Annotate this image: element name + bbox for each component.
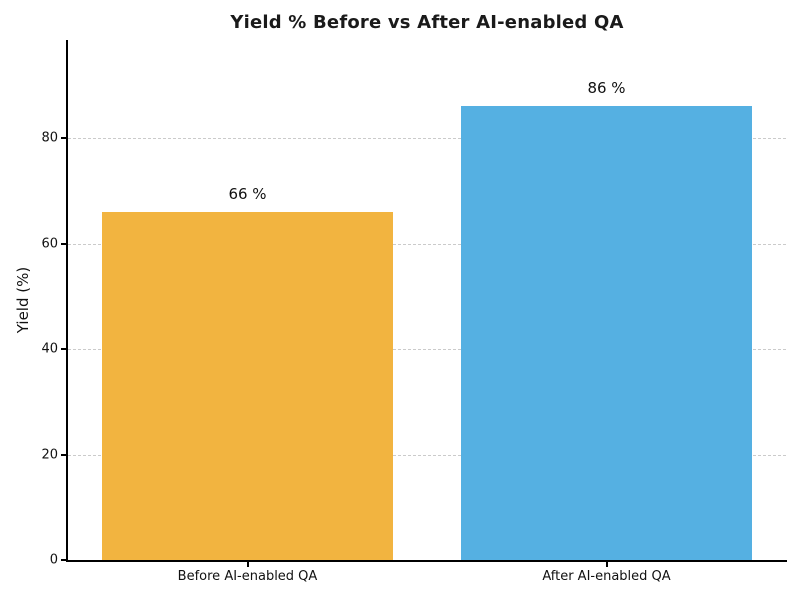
y-tick-label-60: 60 — [41, 236, 58, 252]
x-tick-mark-1 — [605, 562, 608, 567]
y-tick-mark-40 — [61, 348, 66, 351]
bar-1 — [461, 106, 752, 560]
y-tick-mark-60 — [61, 242, 66, 245]
y-tick-label-20: 20 — [41, 447, 58, 463]
y-tick-label-80: 80 — [41, 130, 58, 146]
y-tick-label-40: 40 — [41, 341, 58, 357]
gridline-y-80 — [68, 138, 786, 140]
bar-0 — [102, 212, 393, 560]
x-tick-mark-0 — [246, 562, 249, 567]
y-axis-spine — [66, 40, 68, 562]
x-axis-spine — [66, 560, 787, 562]
y-tick-mark-0 — [61, 559, 66, 561]
gridline-y-40 — [68, 349, 786, 351]
bar-value-label-0: 66 % — [228, 185, 267, 203]
chart-title: Yield % Before vs After AI-enabled QA — [230, 12, 624, 33]
x-tick-label-1: After AI-enabled QA — [542, 569, 671, 584]
plot-area: 66 % 86 % — [68, 40, 786, 560]
y-tick-mark-20 — [61, 453, 66, 456]
y-axis-label: Yield (%) — [14, 266, 32, 334]
x-tick-label-0: Before AI-enabled QA — [177, 569, 318, 584]
gridline-y-60 — [68, 243, 786, 245]
gridline-y-20 — [68, 454, 786, 456]
y-tick-mark-80 — [61, 137, 66, 140]
bar-value-label-1: 86 % — [587, 79, 626, 97]
y-tick-label-0: 0 — [49, 552, 58, 568]
